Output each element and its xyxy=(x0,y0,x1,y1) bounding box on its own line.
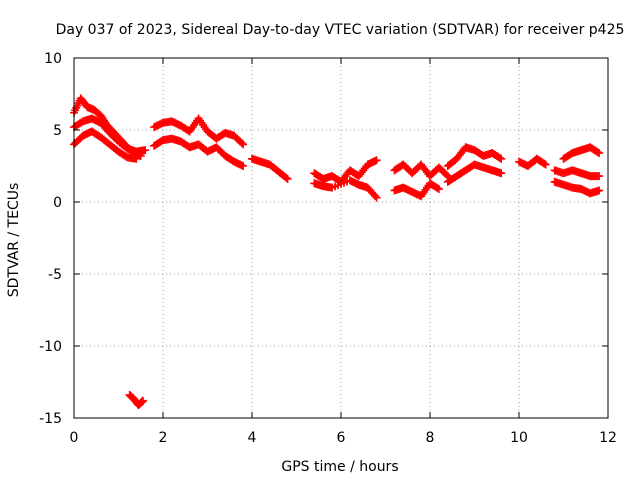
series-track-o xyxy=(550,166,604,181)
chart-title: Day 037 of 2023, Sidereal Day-to-day VTE… xyxy=(56,22,625,38)
series-track-e xyxy=(150,134,248,170)
series-track-d xyxy=(150,114,248,149)
data-point xyxy=(595,186,604,195)
data-point xyxy=(434,185,443,194)
y-tick-label: 10 xyxy=(44,51,62,67)
data-point xyxy=(237,138,246,147)
series-track-n xyxy=(559,143,604,163)
y-tick-label: 5 xyxy=(53,123,62,139)
series-track-i xyxy=(390,160,452,181)
data-point xyxy=(138,396,147,405)
x-tick-label: 2 xyxy=(159,430,168,446)
data-point xyxy=(372,156,381,165)
data-point xyxy=(595,149,604,158)
series-track-q xyxy=(125,390,147,410)
x-tick-label: 4 xyxy=(248,430,257,446)
data-point xyxy=(141,146,150,155)
series-track-l xyxy=(443,160,506,186)
data-point xyxy=(433,184,442,193)
data-point xyxy=(239,162,248,170)
y-axis-label: SDTVAR / TECUs xyxy=(6,183,22,298)
series-track-b xyxy=(70,114,150,156)
x-tick-label: 12 xyxy=(599,430,617,446)
x-tick-label: 10 xyxy=(510,430,528,446)
data-point xyxy=(283,174,292,183)
data-point xyxy=(282,173,291,182)
data-point xyxy=(541,160,550,169)
series-track-m xyxy=(515,154,550,170)
x-tick-label: 0 xyxy=(70,430,79,446)
series-track-j xyxy=(390,179,443,201)
y-tick-label: -10 xyxy=(39,339,62,355)
y-tick-label: 0 xyxy=(53,195,62,211)
data-point xyxy=(497,154,506,163)
x-tick-label: 6 xyxy=(337,430,346,446)
grid xyxy=(74,58,608,418)
series-track-h xyxy=(310,176,381,202)
data-point xyxy=(497,169,506,178)
data-marks xyxy=(70,94,604,410)
data-point xyxy=(371,192,380,200)
data-point xyxy=(540,159,549,168)
x-axis-label: GPS time / hours xyxy=(281,459,398,475)
data-point xyxy=(132,154,141,163)
data-point xyxy=(495,153,504,162)
series-track-c xyxy=(70,127,141,163)
y-tick-label: -15 xyxy=(39,411,62,427)
data-point xyxy=(442,170,451,179)
axis-ticks: 0 2 4 6 8 10 12 -15 -10 -5 0 5 10 xyxy=(39,51,617,446)
y-tick-label: -5 xyxy=(48,267,62,283)
data-point xyxy=(372,193,381,202)
series-track-k xyxy=(443,143,506,170)
data-point xyxy=(593,148,602,157)
series-track-p xyxy=(550,177,604,198)
data-point xyxy=(239,140,248,149)
x-tick-label: 8 xyxy=(426,430,435,446)
data-point xyxy=(595,172,604,181)
series-track-f xyxy=(248,154,292,183)
